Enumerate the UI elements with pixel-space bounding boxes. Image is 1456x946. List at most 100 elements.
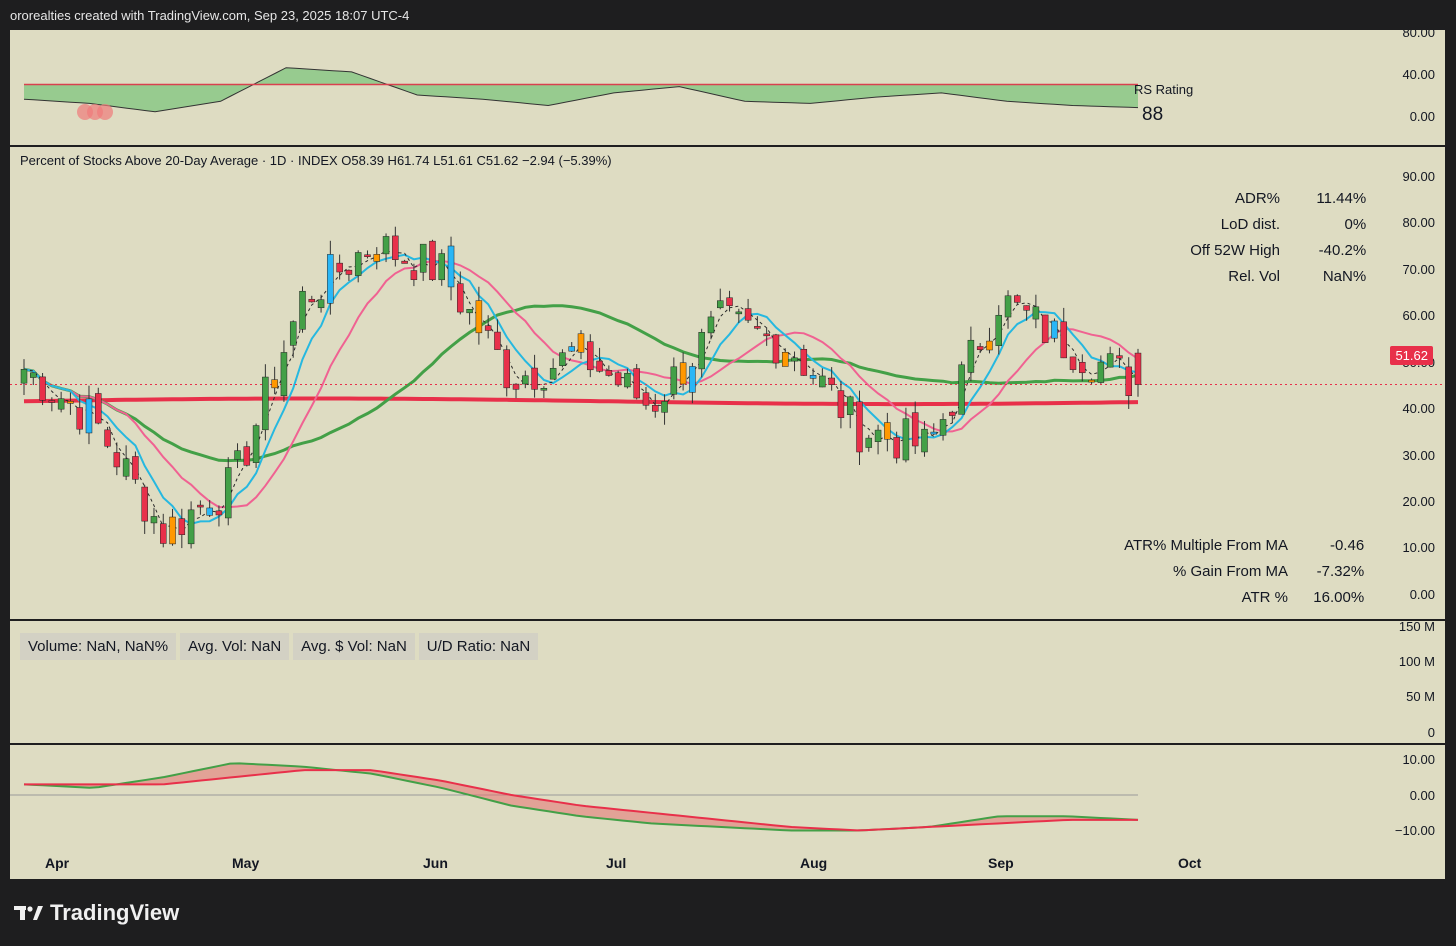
- ma-cyan-line: [23, 253, 1139, 525]
- candle-body: [949, 411, 956, 416]
- candle-body: [447, 245, 455, 288]
- volume-axis-tick: 100 M: [1398, 654, 1435, 669]
- candle-body: [354, 252, 362, 276]
- rs-area: [24, 67, 1138, 112]
- candle-body: [522, 375, 529, 385]
- candle-body: [113, 452, 121, 468]
- stat-label: ATR %: [1241, 589, 1288, 606]
- pane-separator[interactable]: [10, 619, 1445, 621]
- candle-body: [336, 262, 343, 273]
- candle-body: [633, 368, 640, 399]
- price-chart[interactable]: [10, 147, 1445, 619]
- rs-axis-tick: 0.00: [1409, 109, 1435, 124]
- candle-body: [587, 341, 594, 371]
- stat-off-52w-high: Off 52W High -40.2%: [1160, 242, 1366, 259]
- symbol-title: Percent of Stocks Above 20-Day Average ·…: [20, 153, 612, 168]
- candle-body: [262, 376, 269, 431]
- candle-body: [828, 377, 835, 385]
- main-price-pane[interactable]: Percent of Stocks Above 20-Day Average ·…: [10, 147, 1445, 619]
- candle-body: [661, 401, 668, 413]
- stat-value: 0%: [1344, 216, 1367, 233]
- candle-body: [30, 372, 37, 378]
- candle-body: [698, 332, 705, 370]
- candle-body: [57, 398, 65, 410]
- stat-value: 11.44%: [1316, 190, 1367, 207]
- candle-body: [364, 254, 371, 258]
- candle-body: [1023, 305, 1030, 311]
- candle-body: [614, 372, 622, 386]
- month-label: Apr: [45, 855, 70, 871]
- candle-body: [289, 321, 297, 346]
- stat-label: ADR%: [1234, 190, 1280, 207]
- stat-value: -0.46: [1329, 537, 1365, 554]
- rs-axis-tick: 80.00: [1402, 30, 1435, 40]
- candle-body: [1134, 352, 1142, 385]
- last-price-tag: 51.62: [1390, 346, 1433, 365]
- candle-body: [1060, 321, 1067, 359]
- candle-body: [1088, 379, 1095, 383]
- candle-body: [1041, 314, 1049, 343]
- stat-label: Rel. Vol: [1228, 268, 1280, 285]
- candle-body: [930, 431, 938, 435]
- price-axis-tick: 40.00: [1402, 401, 1435, 416]
- brand-name: TradingView: [50, 900, 180, 925]
- month-label: Sep: [988, 855, 1014, 871]
- candle-body: [605, 370, 613, 376]
- candle-body: [911, 412, 919, 447]
- candle-body: [438, 253, 445, 281]
- candle-body: [800, 349, 808, 376]
- ma-red-line: [23, 396, 1139, 407]
- candle-body: [735, 311, 743, 315]
- price-axis-tick: 0.00: [1409, 587, 1435, 602]
- candle-body: [132, 456, 139, 480]
- candle-body: [1069, 356, 1077, 370]
- month-label: Oct: [1178, 855, 1202, 871]
- candle-body: [457, 283, 464, 313]
- rs-marker: [97, 104, 113, 120]
- stat-value: -7.32%: [1316, 563, 1365, 580]
- stat-label: Off 52W High: [1190, 242, 1280, 259]
- candle-body: [596, 360, 603, 372]
- volume-axis-tick: 50 M: [1406, 689, 1435, 704]
- candle-body: [958, 364, 965, 415]
- candle-body: [76, 407, 83, 430]
- stat-atr-multiple: ATR% Multiple From MA -0.46: [1090, 537, 1364, 554]
- stat-lod-dist: LoD dist. 0%: [1160, 216, 1366, 233]
- volume-badges: Volume: NaN, NaN% Avg. Vol: NaN Avg. $ V…: [20, 633, 539, 660]
- candle-body: [150, 516, 158, 524]
- candle-body: [224, 467, 232, 519]
- time-axis[interactable]: Apr May Jun Jul Aug Sep Oct: [10, 849, 1445, 879]
- candle-body: [856, 401, 863, 453]
- tradingview-logo-icon: [14, 906, 43, 920]
- candle-body: [754, 326, 761, 329]
- stat-value: NaN%: [1322, 268, 1367, 285]
- stat-label: LoD dist.: [1220, 216, 1280, 233]
- osc-axis-tick: 0.00: [1409, 788, 1435, 803]
- candle-body: [540, 387, 548, 391]
- candle-body: [345, 269, 353, 275]
- ud-ratio-badge: U/D Ratio: NaN: [418, 633, 539, 660]
- avg-vol-badge: Avg. Vol: NaN: [180, 633, 290, 660]
- candle-body: [169, 516, 176, 545]
- osc-line-red: [24, 769, 1138, 832]
- candle-body: [373, 254, 381, 262]
- osc-axis-tick: 10.00: [1402, 752, 1435, 767]
- tradingview-logo[interactable]: TradingView: [14, 900, 179, 926]
- ma-black-dashed-line: [23, 250, 1139, 533]
- candle-body: [995, 314, 1002, 346]
- pane-separator[interactable]: [10, 743, 1445, 745]
- pane-separator[interactable]: [10, 145, 1445, 147]
- candle-body: [122, 458, 130, 477]
- candle-body: [271, 379, 278, 389]
- candle-body: [744, 308, 752, 321]
- candle-body: [382, 236, 390, 255]
- rs-rating-value: 88: [1142, 104, 1164, 125]
- candle-body: [466, 309, 473, 314]
- candle-body: [1014, 295, 1021, 303]
- candle-body: [475, 300, 483, 334]
- price-axis-tick: 30.00: [1402, 448, 1435, 463]
- osc-line-green: [23, 762, 1139, 832]
- price-axis-tick: 70.00: [1402, 262, 1435, 277]
- month-label: Aug: [800, 855, 828, 871]
- candle-body: [568, 346, 575, 352]
